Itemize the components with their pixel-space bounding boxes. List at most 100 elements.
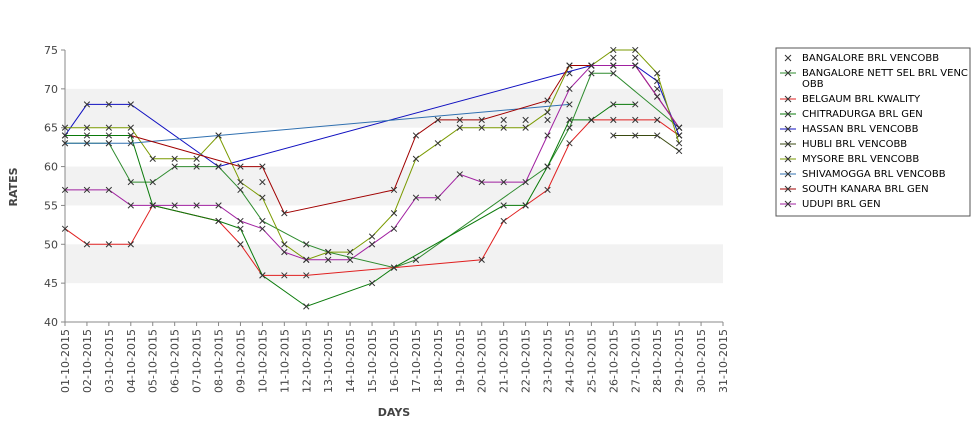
data-point-marker	[675, 124, 683, 131]
x-tick-label: 18-10-2015	[432, 329, 445, 393]
data-point-marker	[544, 116, 551, 124]
x-tick-label: 21-10-2015	[498, 329, 511, 393]
data-point-marker	[149, 178, 156, 186]
y-tick-label: 75	[44, 44, 58, 57]
data-point-marker	[83, 124, 91, 131]
data-point-marker	[434, 116, 442, 124]
series-line	[64, 65, 680, 168]
x-tick-label: 02-10-2015	[81, 329, 94, 393]
x-tick-label: 24-10-2015	[563, 329, 576, 393]
data-point-marker	[83, 186, 91, 194]
legend-item: HASSAN BRL VENCOBB	[780, 124, 919, 135]
data-point-marker	[500, 217, 507, 225]
x-tick-label: 11-10-2015	[278, 329, 291, 393]
data-point-marker	[171, 163, 178, 170]
data-point-marker	[303, 256, 310, 263]
x-tick-label: 20-10-2015	[476, 329, 489, 393]
data-point-marker	[61, 140, 69, 147]
data-point-marker	[544, 109, 551, 116]
data-point-marker	[325, 256, 332, 263]
data-point-marker	[105, 132, 113, 139]
data-point-marker	[500, 202, 507, 209]
x-tick-label: 09-10-2015	[234, 329, 247, 393]
x-axis-title: DAYS	[378, 406, 411, 419]
data-point-marker	[127, 124, 134, 131]
data-point-marker	[588, 70, 595, 77]
series-layer	[61, 46, 683, 310]
data-point-marker	[127, 178, 134, 186]
legend-item: UDUPI BRL GEN	[780, 199, 881, 210]
data-point-marker	[149, 155, 156, 162]
legend-marker	[784, 185, 792, 193]
data-point-marker	[610, 62, 617, 69]
data-point-marker	[632, 62, 639, 69]
data-point-marker	[61, 124, 69, 131]
data-point-marker	[632, 132, 639, 139]
legend-item: BANGALORE BRL VENCOBB	[784, 53, 939, 64]
x-tick-label: 04-10-2015	[125, 329, 138, 393]
data-point-marker	[193, 155, 200, 162]
grid-band	[65, 88, 723, 128]
data-point-marker	[259, 194, 266, 201]
data-point-marker	[193, 163, 200, 170]
x-tick-label: 13-10-2015	[322, 329, 335, 393]
data-point-marker	[215, 202, 222, 209]
legend-marker	[784, 110, 792, 118]
x-tick-label: 17-10-2015	[410, 329, 423, 393]
data-point-marker	[237, 217, 244, 225]
x-tick-label: 26-10-2015	[607, 329, 620, 393]
x-tick-label: 10-10-2015	[256, 329, 269, 393]
data-point-marker	[456, 116, 463, 124]
legend-item: MYSORE BRL VENCOBB	[780, 154, 919, 165]
legend-label: BANGALORE NETT SEL BRL VENC OBB	[802, 68, 968, 90]
data-point-marker	[237, 241, 244, 248]
y-tick-label: 50	[44, 238, 58, 251]
series-line	[65, 103, 570, 144]
legend-label: CHITRADURGA BRL GEN	[802, 109, 923, 120]
data-point-marker	[61, 225, 69, 232]
data-point-marker	[412, 132, 420, 139]
x-tick-label: 27-10-2015	[629, 329, 642, 393]
x-tick-label: 28-10-2015	[651, 329, 664, 393]
x-tick-label: 29-10-2015	[673, 329, 686, 393]
series-7	[61, 101, 573, 147]
data-point-marker	[105, 241, 113, 248]
legend-label: BELGAUM BRL KWALITY	[802, 94, 921, 105]
grid-band	[65, 244, 723, 284]
data-point-marker	[390, 264, 398, 271]
y-tick-label: 45	[44, 277, 58, 290]
data-point-marker	[588, 116, 595, 124]
plot-background	[65, 50, 723, 322]
data-point-marker	[259, 272, 266, 279]
data-point-marker	[500, 116, 507, 124]
legend-marker	[784, 200, 792, 208]
data-point-marker	[61, 186, 69, 194]
data-point-marker	[259, 217, 266, 225]
legend-label: MYSORE BRL VENCOBB	[802, 154, 919, 165]
series-5	[610, 132, 683, 155]
data-point-marker	[390, 186, 398, 194]
data-point-marker	[478, 124, 485, 131]
x-tick-label: 03-10-2015	[103, 329, 116, 393]
data-point-marker	[478, 256, 485, 263]
series-3	[61, 101, 639, 310]
legend-marker	[784, 69, 792, 77]
legend-marker	[784, 170, 792, 178]
data-point-marker	[105, 101, 113, 108]
data-point-marker	[259, 178, 266, 186]
data-point-marker	[654, 93, 661, 100]
data-point-marker	[83, 140, 91, 147]
data-point-marker	[610, 116, 617, 124]
data-point-marker	[171, 155, 178, 162]
x-tick-label: 16-10-2015	[388, 329, 401, 393]
x-tick-label: 22-10-2015	[520, 329, 533, 393]
x-tick-label: 12-10-2015	[300, 329, 313, 393]
data-point-marker	[544, 163, 551, 170]
data-point-marker	[237, 186, 244, 194]
data-point-marker	[588, 62, 595, 69]
data-point-marker	[237, 163, 244, 170]
data-point-marker	[566, 85, 573, 93]
data-point-marker	[368, 241, 376, 248]
data-point-marker	[303, 272, 310, 279]
